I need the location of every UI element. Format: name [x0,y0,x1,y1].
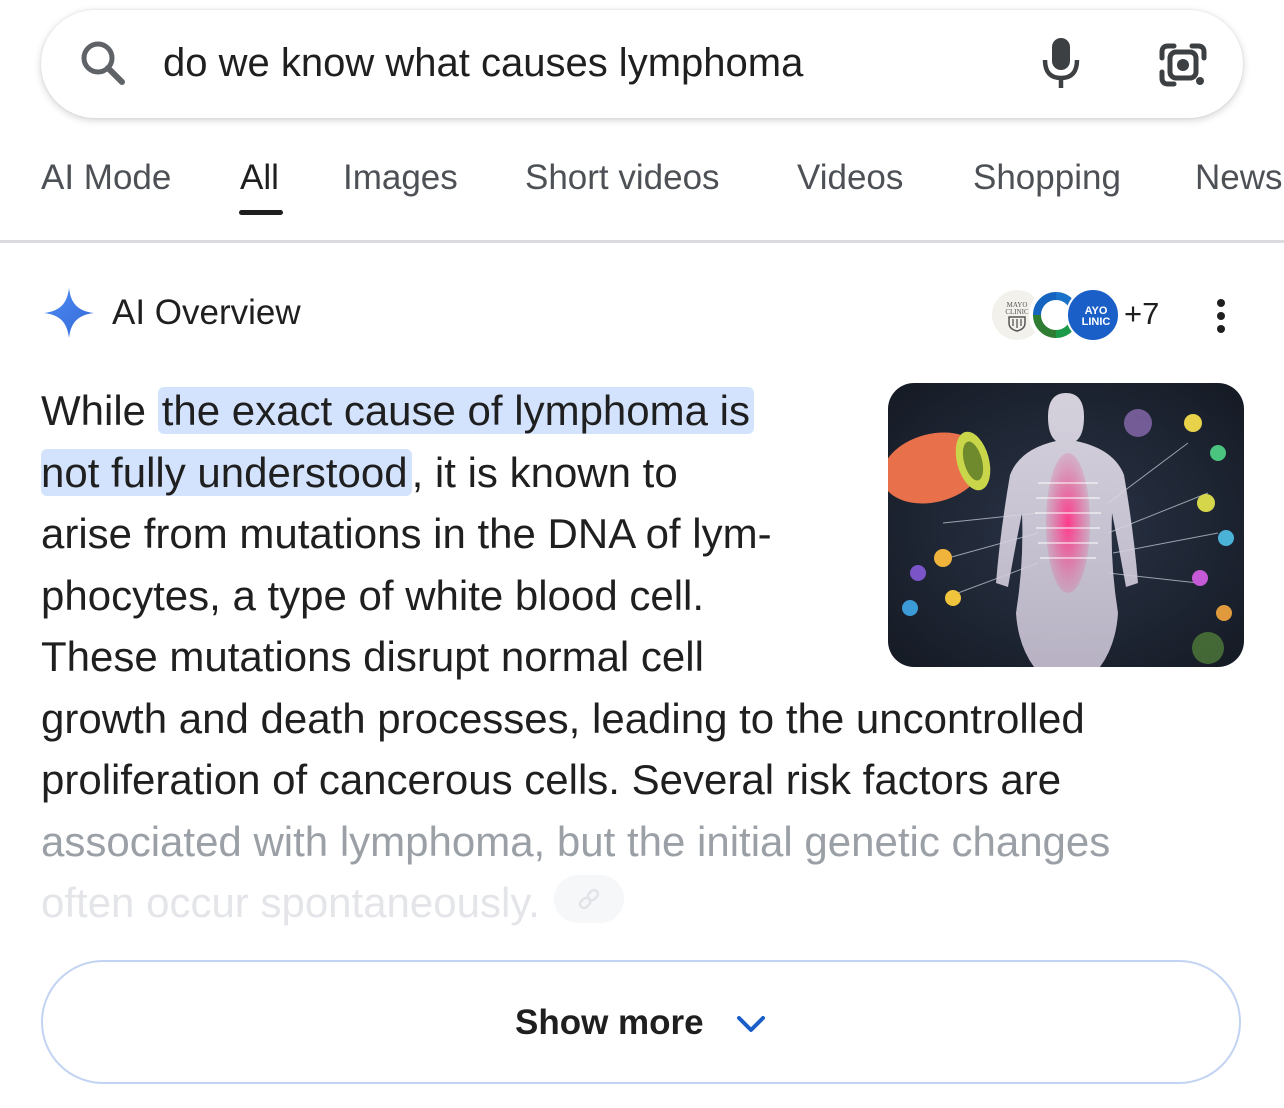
tab-short-videos[interactable]: Short videos [525,158,720,197]
text-line: While the exact cause of lymphoma is [41,380,754,442]
ai-overview-image[interactable] [888,383,1244,667]
microphone-icon[interactable] [1038,36,1084,90]
text-line: not fully understood, it is known to [41,442,678,504]
google-lens-icon[interactable] [1156,38,1210,92]
text-line: arise from mutations in the DNA of lym- [41,510,772,557]
search-box[interactable] [41,10,1243,118]
svg-text:CLINIC: CLINIC [1005,308,1029,316]
tab-news[interactable]: News [1195,158,1283,197]
search-tabs: AI Mode All Images Short videos Videos S… [0,130,1284,242]
tab-shopping[interactable]: Shopping [973,158,1121,197]
tab-ai-mode[interactable]: AI Mode [41,158,172,197]
text-line: proliferation of cancerous cells. Severa… [41,756,1062,803]
tab-all[interactable]: All [240,158,279,197]
text-line: associated with lymphoma, but the initia… [41,817,1111,865]
mayo-clinic-logo-icon: MAYO CLINIC [1005,301,1029,332]
text-span: often occur spontaneously. [41,879,540,926]
search-header: do we know what causes lymphoma [0,0,1284,122]
svg-text:MAYO: MAYO [1007,301,1028,309]
more-vert-icon[interactable] [1204,296,1238,336]
tab-images[interactable]: Images [343,158,458,197]
text-line-faded: often occur spontaneously. [41,872,624,934]
svg-text:LINIC: LINIC [1082,316,1111,328]
text-span: , it is known to [411,448,678,496]
link-chip[interactable] [553,875,624,923]
show-more-button[interactable]: Show more [41,960,1241,1084]
show-more-label: Show more [515,1003,704,1042]
highlighted-text[interactable]: not fully understood [41,448,412,496]
tabs-divider [0,240,1284,243]
text-line: phocytes, a type of white blood cell. [41,571,705,619]
lymphatic-system-illustration [888,383,1244,667]
search-input[interactable]: do we know what causes lymphoma [163,41,804,85]
search-icon[interactable] [76,36,130,90]
text-line: growth and death processes, leading to t… [41,694,1085,742]
tab-videos[interactable]: Videos [797,158,904,197]
text-line: These mutations disrupt normal cell [41,633,704,680]
link-icon [578,888,600,910]
chevron-down-icon [737,1016,765,1032]
more-sources-count[interactable]: +7 [1124,296,1160,331]
source-avatar-mayo-clinic-2[interactable]: AYO LINIC [1066,288,1120,342]
svg-text:AYO: AYO [1085,305,1108,317]
ai-sparkle-icon [44,288,94,338]
text-span: While [41,387,158,434]
highlighted-text[interactable]: the exact cause of lymphoma is [157,387,754,434]
active-tab-indicator [239,210,283,215]
ai-overview-title: AI Overview [112,293,301,332]
ai-overview-header: AI Overview MAYO CLINIC AYO LINIC +7 [0,270,1284,360]
mayo-clinic-logo-icon: AYO LINIC [1082,305,1111,328]
